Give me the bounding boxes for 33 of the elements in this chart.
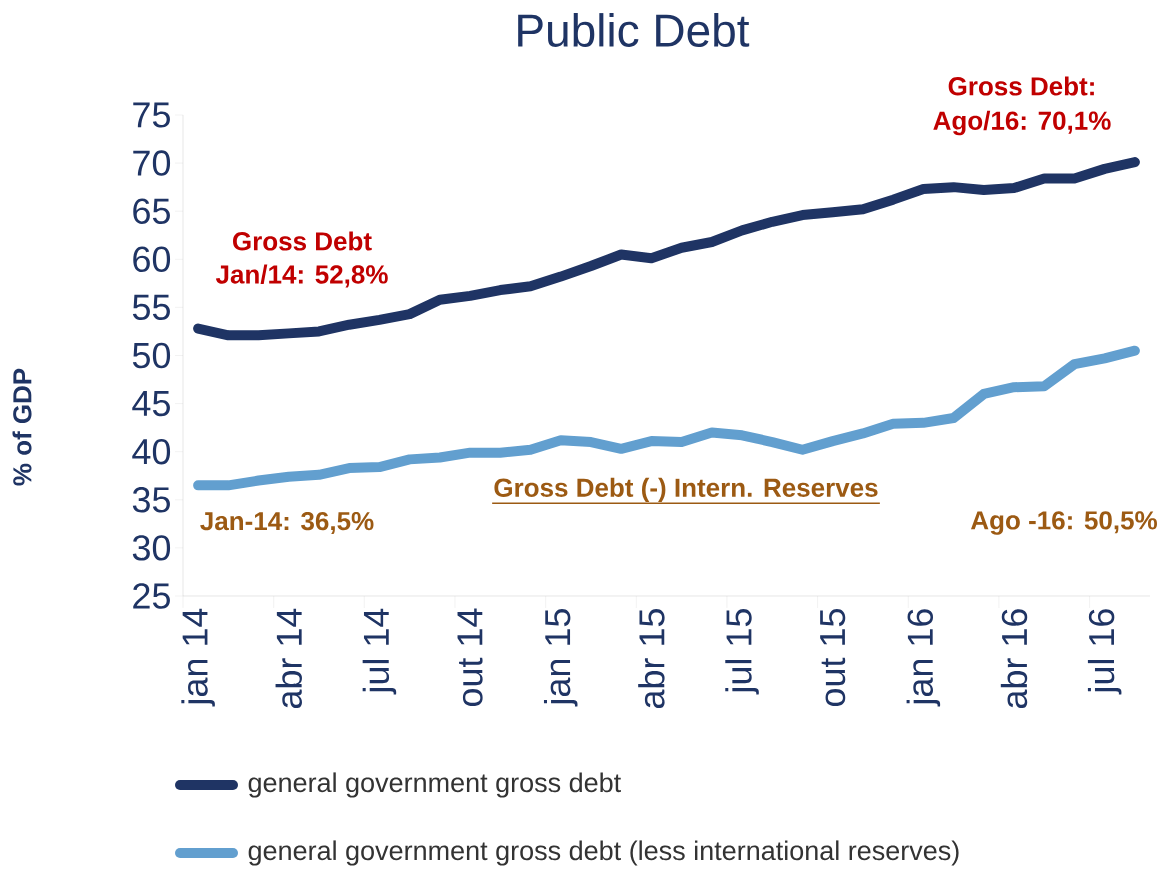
annotation: Ago/16: 70,1% <box>933 110 1111 136</box>
y-tick-label: 65 <box>133 198 170 224</box>
x-tick-label: abr 15 <box>638 609 665 709</box>
y-tick-label: 45 <box>132 391 170 417</box>
x-tick-label: jul 15 <box>725 609 759 695</box>
x-tick-label: abr 14 <box>275 608 302 709</box>
x-tick-label: jan 16 <box>906 609 941 707</box>
x-tick-label: jul 16 <box>1087 609 1122 695</box>
x-tick-label: jan 15 <box>543 609 578 707</box>
y-tick-label: 40 <box>132 438 171 465</box>
y-tick-label: 35 <box>132 487 170 513</box>
x-tick-label: out 14 <box>457 608 483 707</box>
text: Gross Debt: <box>948 76 1094 96</box>
x-tick-label: abr 16 <box>1000 609 1028 709</box>
annotation: Jan/14: 52,8% <box>215 264 388 288</box>
y-tick-label: 55 <box>132 294 170 320</box>
annotation: Gross Debt (-) Intern. Reserves <box>494 477 878 503</box>
y-tick-label: 70 <box>133 150 171 176</box>
x-tick-label: jan 14 <box>181 608 215 707</box>
annotation: Gross Debt <box>233 231 372 251</box>
annotation: Ago -16: 50,5% <box>970 511 1157 535</box>
chart-title: Public Debt <box>518 13 750 47</box>
y-tick-label: 25 <box>133 583 170 609</box>
y-axis-title: % of GDP <box>12 368 32 486</box>
y-tick-label: 60 <box>133 246 171 273</box>
legend-label: general government gross debt <box>248 772 621 798</box>
x-tick-label: jul 14 <box>362 608 397 695</box>
legend-label: general government gross debt (less international reserves) <box>248 840 959 866</box>
x-tick-label: out 15 <box>820 609 846 707</box>
y-tick-label: 75 <box>133 102 170 128</box>
y-tick-label: 50 <box>132 342 171 369</box>
y-tick-label: 30 <box>132 535 171 561</box>
annotation: Jan-14: 36,5% <box>200 511 374 535</box>
